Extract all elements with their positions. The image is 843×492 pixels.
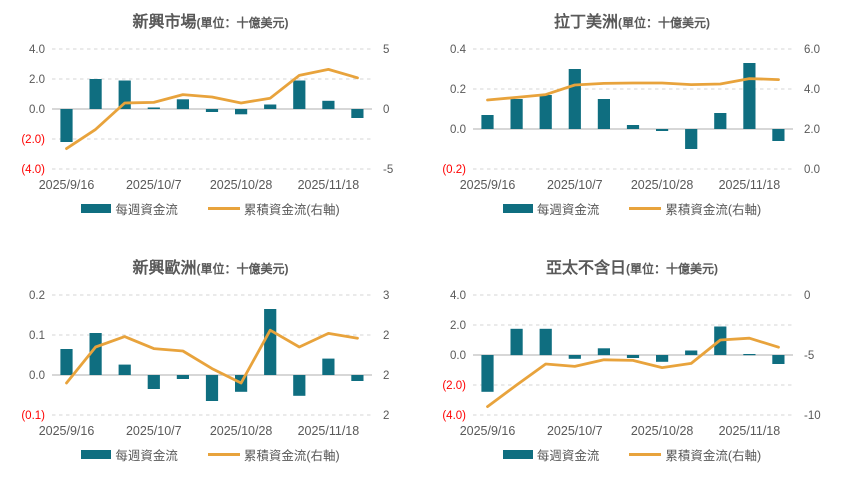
svg-text:(0.1): (0.1) <box>21 410 45 422</box>
svg-text:2: 2 <box>383 410 389 422</box>
legend-item-weekly-flows: 每週資金流 <box>502 445 600 464</box>
svg-text:-10: -10 <box>804 410 821 422</box>
svg-text:2025/9/16: 2025/9/16 <box>38 424 94 438</box>
chart-panel-emerging-markets: 新興市場(單位：十億美元) 4.0 2.0 0.0 (2.0) (4.0) 5 0 -5 202… <box>0 0 421 246</box>
svg-text:2025/11/18: 2025/11/18 <box>719 424 781 438</box>
svg-text:0.0: 0.0 <box>804 164 820 176</box>
svg-text:(4.0): (4.0) <box>21 164 45 176</box>
chart-panel-latin-america: 拉丁美洲(單位：十億美元) 0.4 0.2 0.0 (0.2) 6.0 4.0 2.0 0.0… <box>421 0 843 246</box>
svg-text:5: 5 <box>383 44 389 56</box>
legend-item-weekly-flows: 每週資金流 <box>81 445 178 464</box>
svg-text:0: 0 <box>383 104 389 116</box>
svg-text:0.2: 0.2 <box>450 84 466 96</box>
legend-label: 累積資金流(右軸) <box>665 449 762 463</box>
svg-text:2025/11/18: 2025/11/18 <box>297 424 359 438</box>
chart-canvas-apac-ex-japan: 4.0 2.0 0.0 (2.0) (4.0) 0 -5 -10 2025/9/16 2025/1… <box>442 290 821 438</box>
chart-title-unit: (單位：十億美元) <box>618 16 710 30</box>
legend-item-cumulative-flows: 累積資金流(右軸) <box>629 199 761 218</box>
svg-text:2025/9/16: 2025/9/16 <box>38 178 94 192</box>
chart-title-text: 新興市場 <box>132 14 197 31</box>
legend-item-cumulative-flows: 累積資金流(右軸) <box>207 199 340 218</box>
chart-legend: 每週資金流 累積資金流(右軸) <box>81 199 340 218</box>
line-swatch-icon <box>207 452 240 457</box>
legend-item-cumulative-flows: 累積資金流(右軸) <box>207 445 340 464</box>
chart-title-text: 新興歐洲 <box>132 260 197 277</box>
bar-swatch-icon <box>502 204 533 213</box>
svg-text:0.4: 0.4 <box>450 44 467 56</box>
legend-item-cumulative-flows: 累積資金流(右軸) <box>629 445 761 464</box>
chart-title-unit: (單位：十億美元) <box>626 262 718 276</box>
legend-label: 累積資金流(右軸) <box>243 203 340 217</box>
svg-text:2025/10/28: 2025/10/28 <box>209 424 272 438</box>
svg-text:4.0: 4.0 <box>450 290 466 302</box>
svg-text:(4.0): (4.0) <box>442 410 466 422</box>
svg-text:(0.2): (0.2) <box>442 164 466 176</box>
chart-title: 拉丁美洲(單位：十億美元) <box>554 12 710 34</box>
chart-canvas-latin-america: 0.4 0.2 0.0 (0.2) 6.0 4.0 2.0 0.0 2025/9/16 2025/… <box>442 44 820 192</box>
chart-legend: 每週資金流 累積資金流(右軸) <box>81 445 340 464</box>
legend-label: 每週資金流 <box>115 449 178 463</box>
chart-title-text: 拉丁美洲 <box>553 14 618 31</box>
chart-title: 新興歐洲(單位：十億美元) <box>132 258 288 280</box>
legend-label: 累積資金流(右軸) <box>243 449 340 463</box>
svg-text:2025/10/7: 2025/10/7 <box>125 424 181 438</box>
chart-title: 新興市場(單位：十億美元) <box>132 12 288 34</box>
chart-panel-apac-ex-japan: 亞太不含日(單位：十億美元) 4.0 2.0 0.0 (2.0) (4.0) 0 -5 -10… <box>421 246 843 492</box>
line-swatch-icon <box>207 206 240 211</box>
svg-text:2025/10/28: 2025/10/28 <box>631 424 694 438</box>
svg-text:2025/11/18: 2025/11/18 <box>719 178 781 192</box>
svg-text:0.0: 0.0 <box>450 124 466 136</box>
chart-panel-emerging-europe: 新興歐洲(單位：十億美元) 0.2 0.1 0.0 (0.1) 3 2 2 2 2025/9/1… <box>0 246 421 492</box>
svg-text:2025/11/18: 2025/11/18 <box>297 178 359 192</box>
svg-text:(2.0): (2.0) <box>442 380 466 392</box>
svg-text:4.0: 4.0 <box>804 84 820 96</box>
svg-text:0.0: 0.0 <box>450 350 466 362</box>
line-swatch-icon <box>629 452 662 457</box>
legend-label: 每週資金流 <box>536 203 600 217</box>
svg-text:-5: -5 <box>804 350 814 362</box>
bar-swatch-icon <box>502 450 533 459</box>
chart-canvas-emerging-europe: 0.2 0.1 0.0 (0.1) 3 2 2 2 2025/9/16 2025/10/7 2025… <box>21 290 389 438</box>
svg-text:6.0: 6.0 <box>804 44 820 56</box>
svg-text:0.0: 0.0 <box>29 104 45 116</box>
svg-text:2.0: 2.0 <box>804 124 820 136</box>
legend-label: 每週資金流 <box>115 203 178 217</box>
svg-text:2025/10/28: 2025/10/28 <box>209 178 272 192</box>
line-swatch-icon <box>629 206 662 211</box>
svg-text:0.0: 0.0 <box>29 370 45 382</box>
svg-text:2025/10/28: 2025/10/28 <box>631 178 694 192</box>
chart-legend: 每週資金流 累積資金流(右軸) <box>502 445 761 464</box>
svg-text:4.0: 4.0 <box>29 44 45 56</box>
svg-text:2.0: 2.0 <box>450 320 466 332</box>
bar-swatch-icon <box>81 450 112 459</box>
svg-text:2025/10/7: 2025/10/7 <box>125 178 181 192</box>
svg-text:2025/10/7: 2025/10/7 <box>547 424 603 438</box>
legend-label: 累積資金流(右軸) <box>665 203 762 217</box>
svg-text:2025/9/16: 2025/9/16 <box>460 178 516 192</box>
svg-text:2.0: 2.0 <box>29 74 45 86</box>
svg-text:0: 0 <box>804 290 810 302</box>
chart-canvas-emerging-markets: 4.0 2.0 0.0 (2.0) (4.0) 5 0 -5 2025/9/16 2025/10/… <box>21 44 393 192</box>
chart-title-unit: (單位：十億美元) <box>196 16 289 30</box>
svg-text:2025/10/7: 2025/10/7 <box>547 178 603 192</box>
chart-title: 亞太不含日(單位：十億美元) <box>546 258 718 280</box>
svg-text:3: 3 <box>383 290 389 302</box>
svg-text:0.2: 0.2 <box>29 290 45 302</box>
svg-text:2: 2 <box>383 330 389 342</box>
svg-text:-5: -5 <box>383 164 393 176</box>
svg-text:2: 2 <box>383 370 389 382</box>
chart-legend: 每週資金流 累積資金流(右軸) <box>502 199 761 218</box>
svg-text:2025/9/16: 2025/9/16 <box>460 424 516 438</box>
legend-label: 每週資金流 <box>536 449 600 463</box>
bar-swatch-icon <box>81 204 112 213</box>
legend-item-weekly-flows: 每週資金流 <box>81 199 178 218</box>
svg-text:(2.0): (2.0) <box>21 134 45 146</box>
chart-title-text: 亞太不含日 <box>545 260 626 277</box>
chart-title-unit: (單位：十億美元) <box>196 262 289 276</box>
svg-text:0.1: 0.1 <box>29 330 45 342</box>
legend-item-weekly-flows: 每週資金流 <box>502 199 600 218</box>
